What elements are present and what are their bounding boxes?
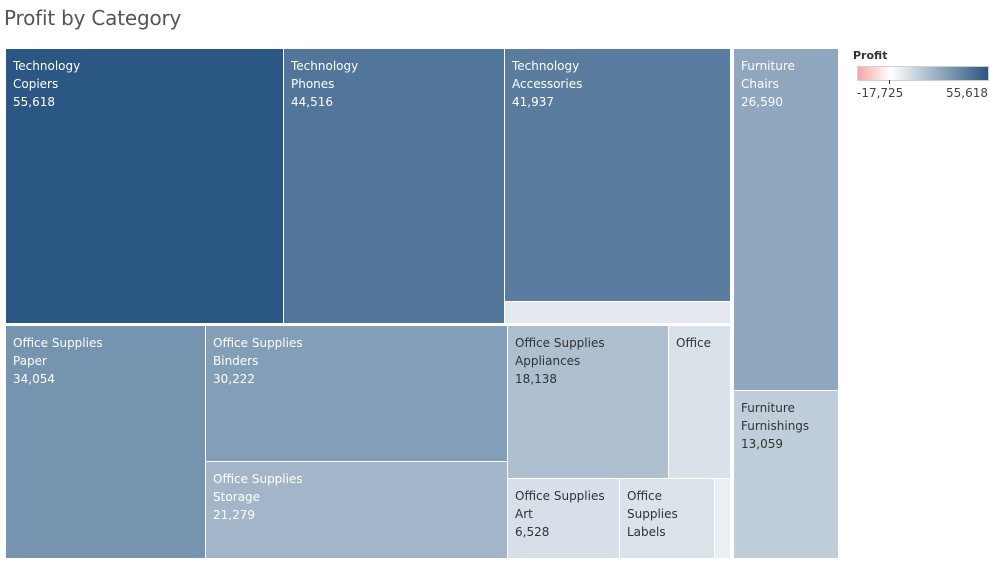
treemap-label-office-supplies-labels-0: Office bbox=[627, 489, 662, 503]
treemap-cell-technology-accessories[interactable] bbox=[505, 49, 730, 301]
treemap-cell-technology-other[interactable] bbox=[505, 302, 730, 323]
treemap-cell-office-supplies-other[interactable] bbox=[669, 326, 730, 478]
treemap-cell-furniture-furnishings[interactable] bbox=[734, 391, 838, 558]
color-legend: Profit -17,725 55,618 bbox=[853, 49, 993, 100]
treemap-label-furniture-furnishings-1: Furnishings bbox=[741, 419, 809, 433]
treemap-label-technology-phones-1: Phones bbox=[291, 77, 334, 91]
legend-min-label: -17,725 bbox=[857, 86, 904, 100]
treemap-label-furniture-chairs-2: 26,590 bbox=[741, 95, 783, 109]
treemap-label-office-supplies-art-1: Art bbox=[515, 507, 533, 521]
treemap-label-office-supplies-storage-2: 21,279 bbox=[213, 508, 255, 522]
treemap-label-technology-accessories-2: 41,937 bbox=[512, 95, 554, 109]
treemap-cell-office-supplies-labels[interactable] bbox=[620, 479, 714, 558]
treemap-cell-office-supplies-appliances[interactable] bbox=[508, 326, 668, 478]
legend-title: Profit bbox=[853, 49, 888, 62]
legend-gradient bbox=[857, 66, 989, 81]
treemap-label-office-supplies-appliances-0: Office Supplies bbox=[515, 336, 605, 350]
treemap-label-technology-copiers-2: 55,618 bbox=[13, 95, 55, 109]
treemap-cell-office-supplies-storage[interactable] bbox=[206, 462, 507, 558]
treemap-label-technology-accessories-0: Technology bbox=[511, 59, 579, 73]
treemap-label-office-supplies-binders-1: Binders bbox=[213, 354, 258, 368]
treemap-label-office-supplies-other-0: Office bbox=[676, 336, 711, 350]
treemap-label-office-supplies-paper-0: Office Supplies bbox=[13, 336, 103, 350]
treemap-label-technology-accessories-1: Accessories bbox=[512, 77, 582, 91]
treemap-cell-office-supplies-art[interactable] bbox=[508, 479, 619, 558]
treemap-cell-office-supplies-other[interactable] bbox=[715, 479, 730, 558]
treemap-label-technology-phones-2: 44,516 bbox=[291, 95, 333, 109]
treemap-cell-furniture-chairs[interactable] bbox=[734, 49, 838, 390]
treemap-label-technology-copiers-1: Copiers bbox=[13, 77, 58, 91]
treemap-label-furniture-chairs-0: Furniture bbox=[741, 59, 795, 73]
treemap-cell-office-supplies-binders[interactable] bbox=[206, 326, 507, 461]
treemap-label-office-supplies-appliances-2: 18,138 bbox=[515, 372, 557, 386]
legend-zero-tick bbox=[889, 80, 890, 84]
treemap-cell-office-supplies-paper[interactable] bbox=[6, 326, 205, 558]
treemap-label-furniture-furnishings-2: 13,059 bbox=[741, 437, 783, 451]
chart-title: Profit by Category bbox=[4, 6, 182, 30]
treemap-label-office-supplies-art-2: 6,528 bbox=[515, 525, 549, 539]
treemap-label-office-supplies-paper-2: 34,054 bbox=[13, 372, 55, 386]
treemap-label-office-supplies-labels-2: Labels bbox=[627, 525, 666, 539]
treemap-label-furniture-furnishings-0: Furniture bbox=[741, 401, 795, 415]
treemap-cell-technology-phones[interactable] bbox=[284, 49, 504, 323]
treemap-label-office-supplies-binders-0: Office Supplies bbox=[213, 336, 303, 350]
legend-max-label: 55,618 bbox=[946, 86, 988, 100]
treemap-label-technology-phones-0: Technology bbox=[290, 59, 358, 73]
treemap-label-office-supplies-binders-2: 30,222 bbox=[213, 372, 255, 386]
treemap-label-office-supplies-appliances-1: Appliances bbox=[515, 354, 580, 368]
treemap-label-office-supplies-paper-1: Paper bbox=[13, 354, 47, 368]
treemap-label-office-supplies-storage-1: Storage bbox=[213, 490, 260, 504]
treemap-label-office-supplies-labels-1: Supplies bbox=[627, 507, 678, 521]
treemap-label-technology-copiers-0: Technology bbox=[12, 59, 80, 73]
treemap-label-office-supplies-storage-0: Office Supplies bbox=[213, 472, 303, 486]
treemap-cell-technology-copiers[interactable] bbox=[6, 49, 283, 323]
treemap-label-furniture-chairs-1: Chairs bbox=[741, 77, 779, 91]
treemap-label-office-supplies-art-0: Office Supplies bbox=[515, 489, 605, 503]
